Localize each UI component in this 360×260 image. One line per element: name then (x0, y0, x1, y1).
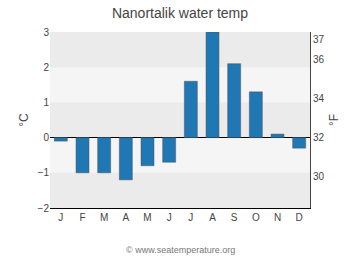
svg-text:© www.seatemperature.org: © www.seatemperature.org (126, 245, 235, 255)
svg-text:J: J (188, 212, 193, 223)
svg-text:O: O (252, 212, 260, 223)
svg-text:M: M (100, 212, 108, 223)
svg-text:°C: °C (17, 113, 31, 127)
svg-text:37: 37 (313, 34, 325, 45)
svg-text:°F: °F (327, 114, 341, 126)
svg-text:36: 36 (313, 54, 325, 65)
svg-text:−2: −2 (38, 203, 50, 214)
svg-text:A: A (122, 212, 129, 223)
svg-text:S: S (231, 212, 238, 223)
svg-text:0: 0 (43, 132, 49, 143)
svg-text:30: 30 (313, 171, 325, 182)
svg-text:Nanortalik water temp: Nanortalik water temp (112, 5, 248, 21)
svg-text:2: 2 (43, 62, 49, 73)
svg-text:32: 32 (313, 132, 325, 143)
svg-text:J: J (58, 212, 63, 223)
svg-text:−1: −1 (38, 167, 50, 178)
svg-text:34: 34 (313, 93, 325, 104)
svg-text:1: 1 (43, 97, 49, 108)
svg-text:D: D (296, 212, 303, 223)
svg-text:3: 3 (43, 27, 49, 38)
svg-text:J: J (167, 212, 172, 223)
svg-text:N: N (274, 212, 281, 223)
svg-text:M: M (143, 212, 151, 223)
svg-text:A: A (209, 212, 216, 223)
svg-text:F: F (79, 212, 85, 223)
